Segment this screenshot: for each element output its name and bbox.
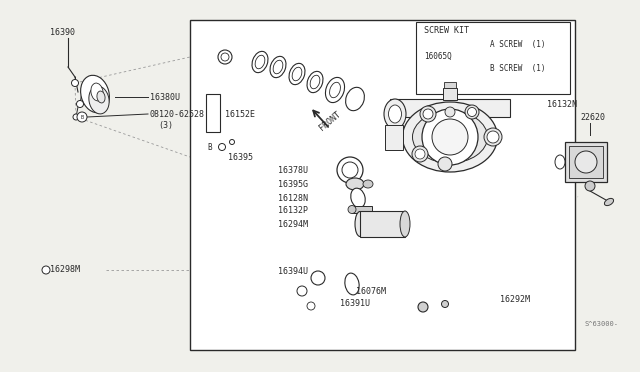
Text: S^63000-: S^63000- [585, 321, 619, 327]
Circle shape [445, 107, 455, 117]
Circle shape [348, 205, 356, 214]
Text: A SCREW  (1): A SCREW (1) [490, 39, 545, 48]
Ellipse shape [326, 77, 344, 103]
Circle shape [218, 144, 225, 151]
Text: 08120-62528: 08120-62528 [150, 109, 205, 119]
Text: 16395G: 16395G [278, 180, 308, 189]
Text: 16380U: 16380U [150, 93, 180, 102]
Ellipse shape [307, 71, 323, 93]
Circle shape [585, 181, 595, 191]
Text: 16132N: 16132N [547, 99, 577, 109]
Ellipse shape [273, 60, 283, 74]
Ellipse shape [345, 273, 359, 295]
Bar [206, 94, 220, 132]
Text: 16065Q: 16065Q [424, 51, 452, 61]
Ellipse shape [97, 91, 105, 103]
Circle shape [42, 266, 50, 274]
Bar [360, 211, 405, 237]
Circle shape [432, 119, 468, 155]
Ellipse shape [346, 178, 364, 190]
Text: B: B [208, 142, 212, 151]
Text: 16132P: 16132P [278, 205, 308, 215]
Text: B SCREW  (1): B SCREW (1) [490, 64, 545, 73]
Text: 16076M: 16076M [356, 288, 386, 296]
Ellipse shape [403, 102, 497, 172]
Circle shape [412, 146, 428, 162]
Text: 16292M: 16292M [500, 295, 530, 305]
Ellipse shape [89, 86, 109, 114]
Circle shape [73, 114, 79, 120]
Ellipse shape [351, 188, 365, 208]
Text: B: B [81, 115, 84, 119]
Bar [565, 142, 607, 182]
Circle shape [415, 149, 425, 159]
Ellipse shape [363, 180, 373, 188]
Text: 16294M: 16294M [278, 219, 308, 228]
Ellipse shape [575, 151, 597, 173]
Bar [352, 206, 372, 213]
Ellipse shape [252, 51, 268, 73]
Bar [443, 88, 457, 100]
Text: 22620: 22620 [580, 112, 605, 122]
Ellipse shape [355, 212, 365, 237]
Text: (3): (3) [158, 121, 173, 129]
Circle shape [311, 271, 325, 285]
Text: 16391U: 16391U [340, 299, 370, 308]
Circle shape [438, 157, 452, 171]
Bar [190, 20, 575, 350]
Bar [569, 146, 603, 178]
Circle shape [423, 109, 433, 119]
Circle shape [487, 131, 499, 143]
Circle shape [467, 108, 477, 116]
Ellipse shape [270, 56, 286, 78]
Ellipse shape [388, 105, 401, 123]
Text: 16378U: 16378U [278, 166, 308, 174]
Circle shape [77, 112, 87, 122]
Ellipse shape [384, 99, 406, 129]
Text: FRONT: FRONT [318, 109, 343, 132]
Circle shape [442, 301, 449, 308]
Ellipse shape [330, 82, 340, 98]
Text: 16394U: 16394U [278, 267, 308, 276]
Circle shape [297, 286, 307, 296]
Ellipse shape [310, 75, 320, 89]
Ellipse shape [289, 63, 305, 85]
Circle shape [230, 140, 234, 144]
Circle shape [307, 302, 315, 310]
Circle shape [72, 80, 79, 87]
Ellipse shape [413, 111, 488, 163]
Ellipse shape [81, 75, 109, 113]
Text: 16128N: 16128N [278, 193, 308, 202]
Bar [416, 22, 570, 94]
Circle shape [218, 50, 232, 64]
Bar [444, 82, 456, 88]
Ellipse shape [346, 87, 364, 111]
Circle shape [342, 162, 358, 178]
Ellipse shape [604, 198, 614, 206]
Text: 16152E: 16152E [225, 109, 255, 119]
Circle shape [484, 128, 502, 146]
Circle shape [418, 302, 428, 312]
Text: 16390: 16390 [50, 28, 75, 36]
Ellipse shape [555, 155, 565, 169]
Text: 16298M: 16298M [50, 266, 80, 275]
Bar [390, 99, 510, 117]
Ellipse shape [255, 55, 265, 69]
Circle shape [221, 53, 229, 61]
Bar [385, 125, 403, 150]
Circle shape [422, 109, 478, 165]
Text: 16395: 16395 [228, 153, 253, 161]
Ellipse shape [91, 83, 103, 101]
Circle shape [77, 100, 83, 108]
Ellipse shape [400, 211, 410, 237]
Text: SCREW KIT: SCREW KIT [424, 26, 469, 35]
Ellipse shape [292, 67, 302, 81]
Circle shape [420, 106, 436, 122]
Circle shape [465, 105, 479, 119]
Circle shape [337, 157, 363, 183]
